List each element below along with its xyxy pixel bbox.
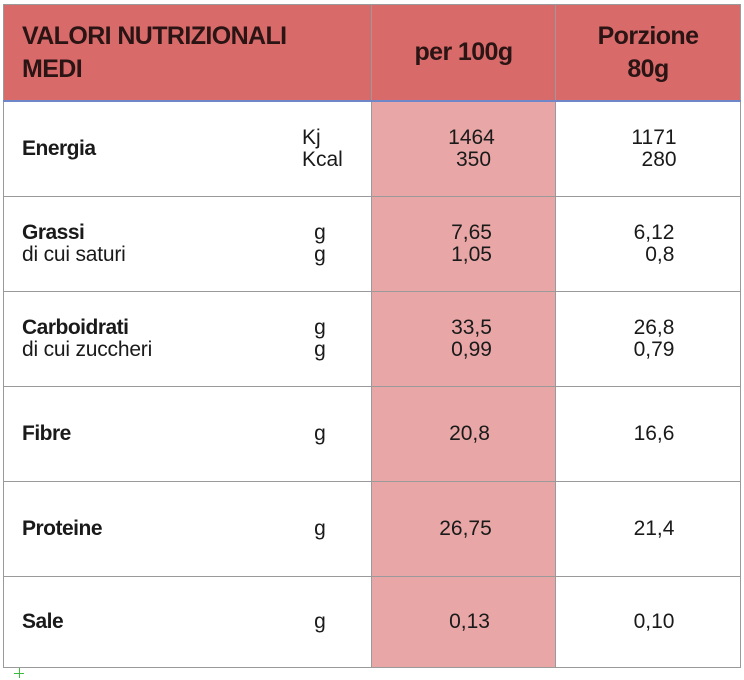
table-row: Carboidrati di cui zuccheri g g 33,5 0,9… [3, 291, 741, 387]
value-per-100g: 1464 350 [371, 100, 556, 197]
unit-label: g [314, 517, 326, 540]
value-per-portion: 1171 280 [555, 100, 741, 197]
nutrient-name: Fibre [22, 422, 71, 445]
table-row: Grassi di cui saturi g g 7,65 1,05 6,12 [3, 196, 741, 292]
unit-cell: Kj Kcal [302, 126, 343, 171]
nutrition-table-container: VALORI NUTRIZIONALI MEDI per 100g Porzio… [3, 4, 741, 674]
value: 7,65 [451, 221, 492, 244]
value: 1464 [448, 126, 495, 149]
value-per-100g: 33,5 0,99 [371, 291, 556, 387]
nutrient-cell-energia: Energia Kj Kcal [3, 100, 372, 197]
unit-label: Kcal [302, 148, 343, 171]
header-per-100g: per 100g [371, 4, 556, 102]
unit-label: g [314, 610, 326, 633]
value: 350 [455, 148, 492, 171]
value: 6,12 [633, 221, 675, 244]
value-per-100g: 0,13 [371, 576, 556, 668]
value: 1,05 [451, 243, 492, 266]
value: 0,10 [633, 610, 675, 633]
nutrient-name: Carboidrati [22, 316, 129, 339]
nutrient-cell-carboidrati: Carboidrati di cui zuccheri g g [3, 291, 372, 387]
unit-label: Kj [302, 126, 321, 149]
nutrient-cell-grassi: Grassi di cui saturi g g [3, 196, 372, 292]
nutrient-name: Energia [22, 137, 96, 160]
value-per-portion: 6,12 0,8 [555, 196, 741, 292]
value: 0,13 [449, 610, 490, 633]
value-per-portion: 21,4 [555, 481, 741, 577]
value: 16,6 [633, 422, 675, 445]
value-per-portion: 16,6 [555, 386, 741, 482]
nutrient-name: Grassi [22, 221, 85, 244]
value: 0,8 [645, 243, 675, 266]
value-per-portion: 26,8 0,79 [555, 291, 741, 387]
value: 0,99 [451, 338, 492, 361]
unit-cell: g g [300, 317, 340, 361]
value: 0,79 [633, 338, 675, 361]
header-portion: Porzione 80g [555, 4, 741, 102]
value: 26,75 [439, 517, 492, 540]
value-per-100g: 26,75 [371, 481, 556, 577]
table-row: Energia Kj Kcal 1464 350 1171 280 [3, 100, 741, 197]
value-per-100g: 20,8 [371, 386, 556, 482]
table-header-row: VALORI NUTRIZIONALI MEDI per 100g Porzio… [3, 4, 741, 102]
value-per-portion: 0,10 [555, 576, 741, 668]
unit-label: g [314, 221, 326, 244]
table-row: Fibre g 20,8 16,6 [3, 386, 741, 482]
nutrient-subname: di cui saturi [22, 243, 126, 266]
nutrient-cell-fibre: Fibre g [3, 386, 372, 482]
unit-cell: g [300, 518, 340, 540]
table-row: Sale g 0,13 0,10 [3, 576, 741, 668]
value: 33,5 [451, 316, 492, 339]
nutrient-cell-proteine: Proteine g [3, 481, 372, 577]
unit-cell: g [300, 611, 340, 633]
nutrient-cell-sale: Sale g [3, 576, 372, 668]
guide-mark [14, 673, 24, 674]
unit-label: g [314, 243, 326, 266]
value: 26,8 [633, 316, 675, 339]
header-title-line2: MEDI [22, 54, 83, 83]
nutrient-name: Sale [22, 610, 64, 633]
unit-cell: g [300, 423, 340, 445]
value: 21,4 [633, 517, 675, 540]
header-portion-line1: Porzione [597, 21, 699, 50]
header-portion-line2: 80g [627, 54, 669, 83]
table-row: Proteine g 26,75 21,4 [3, 481, 741, 577]
unit-label: g [314, 338, 326, 361]
unit-label: g [314, 316, 326, 339]
nutrient-name: Proteine [22, 517, 103, 540]
unit-cell: g g [300, 222, 340, 266]
value-per-100g: 7,65 1,05 [371, 196, 556, 292]
nutrition-table: VALORI NUTRIZIONALI MEDI per 100g Porzio… [3, 4, 741, 668]
unit-label: g [314, 422, 326, 445]
value: 1171 [631, 126, 677, 149]
header-title: VALORI NUTRIZIONALI MEDI [3, 4, 372, 102]
value: 280 [641, 148, 677, 171]
header-title-line1: VALORI NUTRIZIONALI [22, 21, 287, 50]
nutrient-subname: di cui zuccheri [22, 338, 153, 361]
value: 20,8 [449, 422, 490, 445]
